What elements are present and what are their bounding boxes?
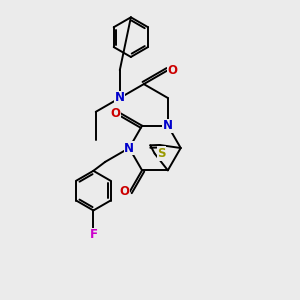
Text: O: O (110, 107, 121, 120)
Text: F: F (89, 228, 98, 241)
Text: N: N (115, 92, 125, 104)
Text: O: O (120, 185, 130, 198)
Text: N: N (124, 142, 134, 154)
Text: S: S (157, 147, 166, 160)
Text: N: N (163, 119, 173, 132)
Text: O: O (168, 64, 178, 77)
